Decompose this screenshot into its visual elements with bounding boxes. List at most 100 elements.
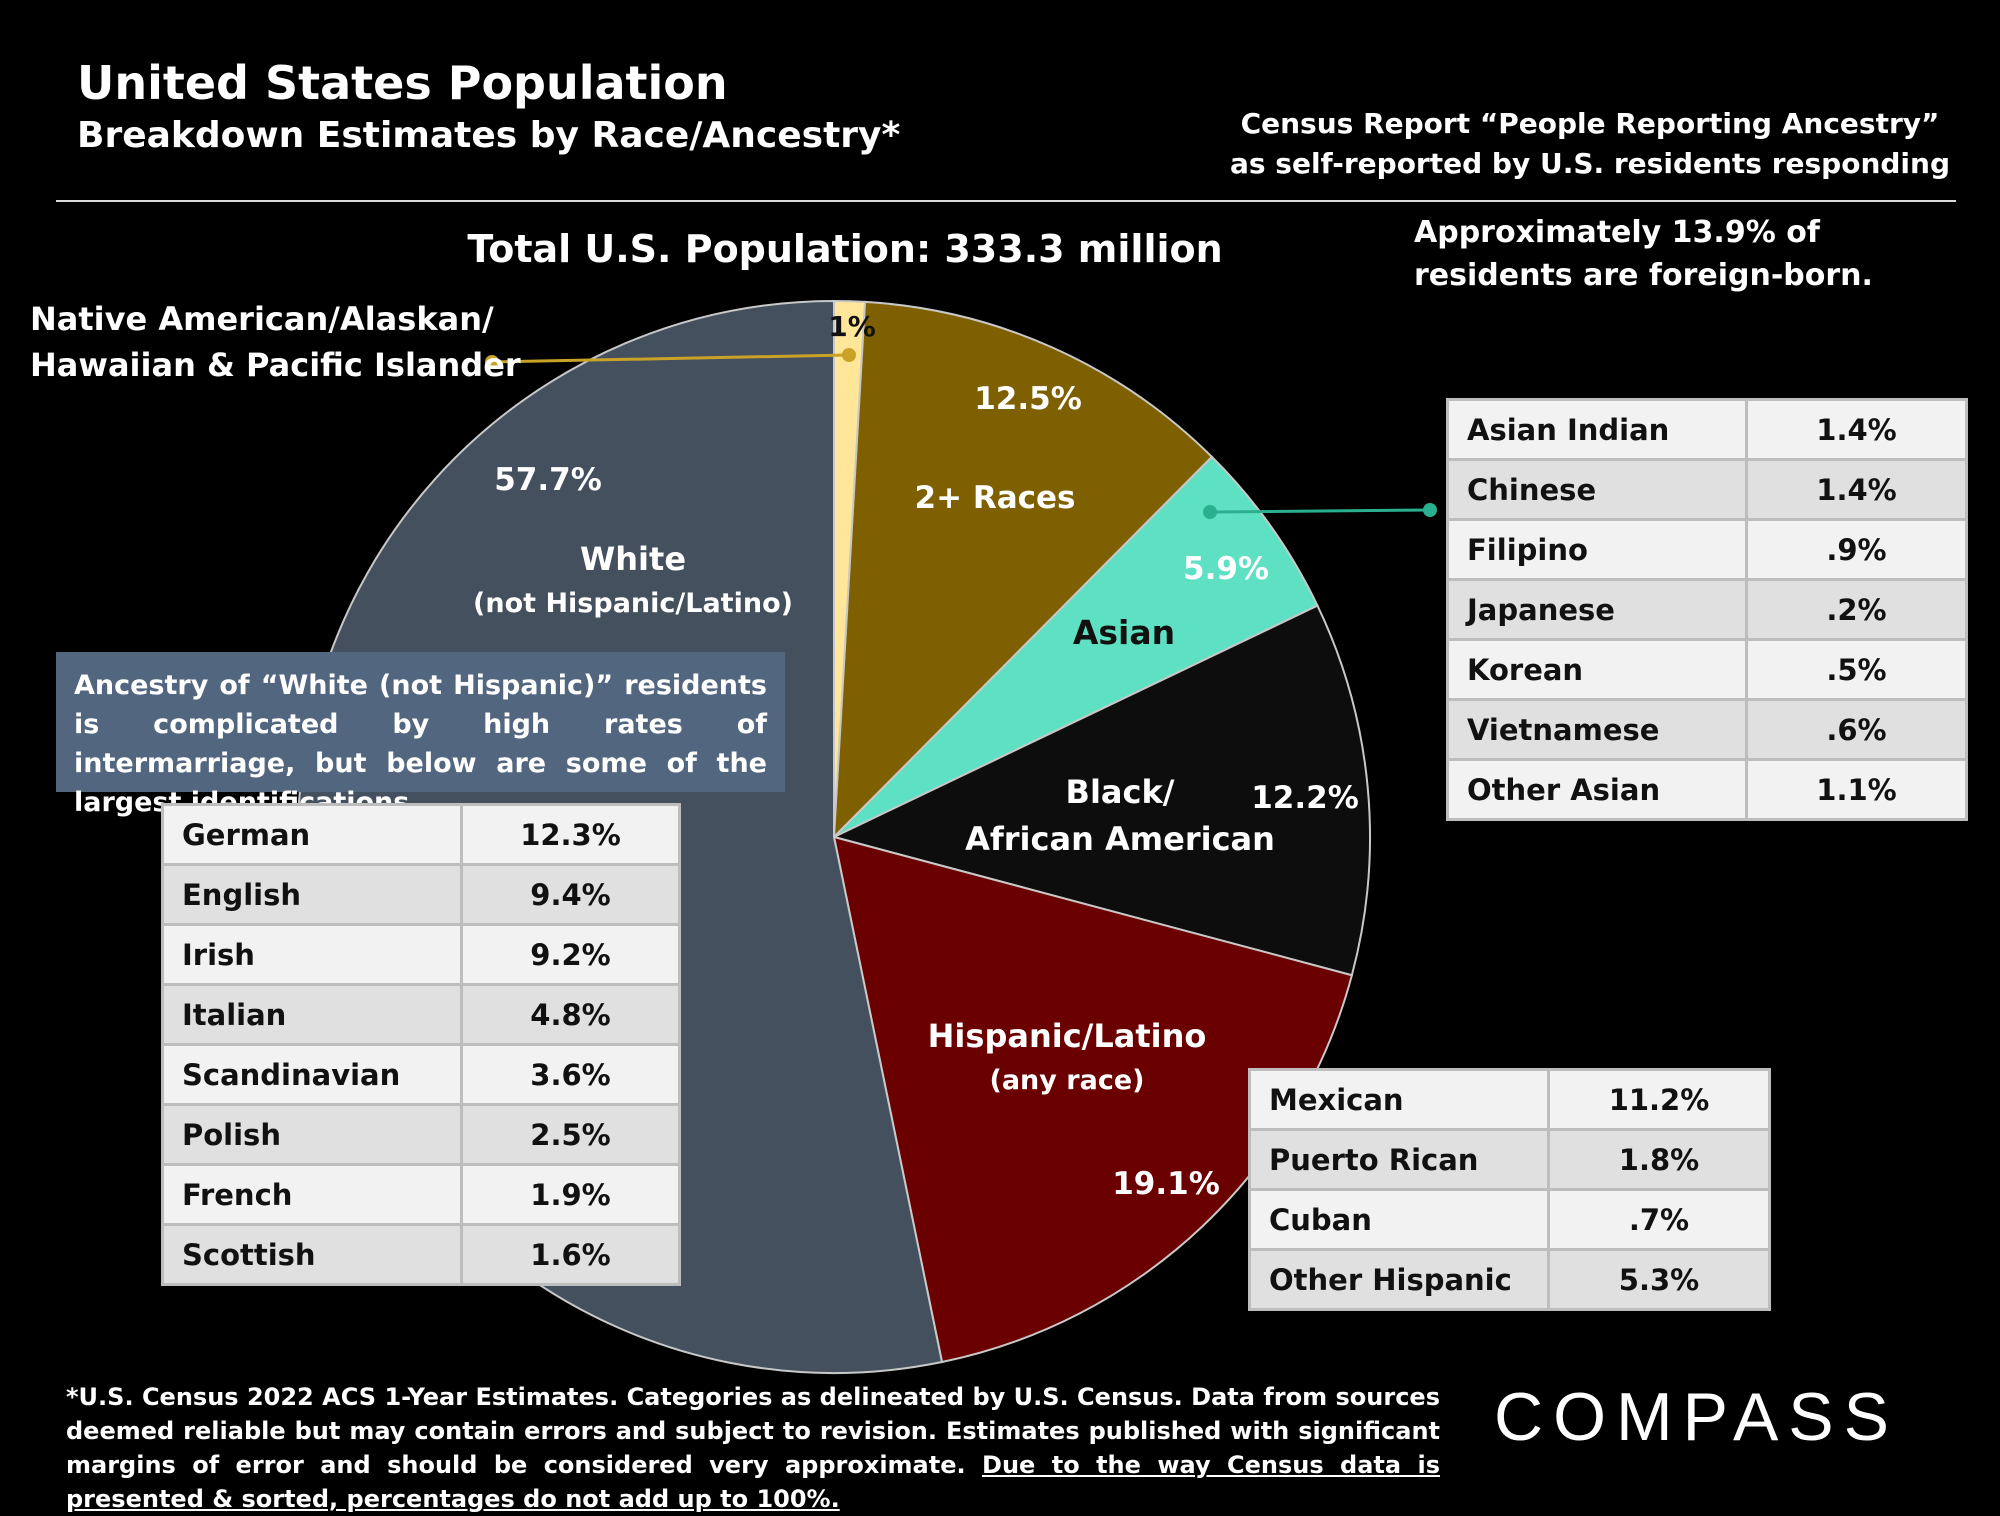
table-row: Other Asian 1.1%: [1446, 758, 1968, 821]
table-row: Puerto Rican 1.8%: [1248, 1128, 1771, 1191]
asian-group-name: Korean: [1446, 638, 1748, 701]
native-label-line-2: Hawaiian & Pacific Islander: [30, 346, 521, 384]
slice-label-white-name-2: (not Hispanic/Latino): [473, 588, 793, 619]
slice-label-two-plus-value: 12.5%: [974, 381, 1082, 417]
table-row: Filipino .9%: [1446, 518, 1968, 581]
table-row: French 1.9%: [161, 1163, 681, 1226]
table-row: Vietnamese .6%: [1446, 698, 1968, 761]
hispanic-group-value: 1.8%: [1547, 1128, 1771, 1191]
asian-group-value: 1.1%: [1745, 758, 1968, 821]
ancestry-name: English: [161, 863, 463, 926]
native-connector-dot: [485, 355, 499, 369]
ancestry-name: German: [161, 803, 463, 866]
pie-slice-black: [831, 604, 1371, 977]
asian-group-name: Filipino: [1446, 518, 1748, 581]
slice-label-black-name-1: Black/: [1066, 773, 1175, 811]
ancestry-value: 2.5%: [460, 1103, 681, 1166]
ancestry-name: Italian: [161, 983, 463, 1046]
ancestry-name: Irish: [161, 923, 463, 986]
ancestry-name: Scandinavian: [161, 1043, 463, 1106]
asian-group-name: Other Asian: [1446, 758, 1748, 821]
table-row: Chinese 1.4%: [1446, 458, 1968, 521]
foreign-note-line-1: Approximately 13.9% of: [1414, 215, 1820, 250]
slice-label-hispanic-value: 19.1%: [1112, 1166, 1220, 1202]
asian-connector-line: [1209, 508, 1431, 514]
native-connector-dot: [842, 348, 856, 362]
chart-title: Total U.S. Population: 333.3 million: [467, 227, 1222, 271]
hispanic-group-value: 5.3%: [1547, 1248, 1771, 1311]
hispanic-group-name: Mexican: [1248, 1068, 1550, 1131]
asian-group-value: .9%: [1745, 518, 1968, 581]
table-row: German 12.3%: [161, 803, 681, 866]
ancestry-value: 1.6%: [460, 1223, 681, 1286]
slice-label-black-name-2: African American: [965, 820, 1275, 858]
asian-group-value: 1.4%: [1745, 398, 1968, 461]
slice-label-asian-name: Asian: [1073, 613, 1175, 652]
asian-group-name: Vietnamese: [1446, 698, 1748, 761]
slice-label-hispanic-name-1: Hispanic/Latino: [928, 1017, 1207, 1055]
slice-label-white-name-1: White: [580, 540, 686, 578]
slice-label-black-value: 12.2%: [1251, 780, 1359, 816]
footnote-text: *U.S. Census 2022 ACS 1-Year Estimates. …: [66, 1383, 1440, 1479]
census-note-line-1: Census Report “People Reporting Ancestry…: [1240, 107, 1940, 140]
compass-logo: COMPASS: [1494, 1379, 1900, 1455]
slice-label-white-value: 57.7%: [494, 462, 602, 498]
header-divider: [56, 200, 1956, 202]
ancestry-value: 4.8%: [460, 983, 681, 1046]
slice-label-hispanic-name-2: (any race): [990, 1065, 1145, 1096]
asian-group-name: Japanese: [1446, 578, 1748, 641]
table-row: Asian Indian 1.4%: [1446, 398, 1968, 461]
page-subtitle: Breakdown Estimates by Race/Ancestry*: [77, 115, 901, 156]
table-row: Scottish 1.6%: [161, 1223, 681, 1286]
asian-group-name: Chinese: [1446, 458, 1748, 521]
asian-group-value: .6%: [1745, 698, 1968, 761]
hispanic-group-name: Puerto Rican: [1248, 1128, 1550, 1191]
ancestry-name: French: [161, 1163, 463, 1226]
white-ancestry-table: German 12.3% English 9.4% Irish 9.2% Italia…: [161, 803, 681, 1286]
table-row: Italian 4.8%: [161, 983, 681, 1046]
asian-breakdown-table: Asian Indian 1.4% Chinese 1.4% Filipino .9%…: [1446, 398, 1968, 821]
asian-connector-dot: [1423, 503, 1437, 517]
asian-connector-dot: [1203, 505, 1217, 519]
table-row: Cuban .7%: [1248, 1188, 1771, 1251]
pie-slice-hispanic: [832, 835, 1354, 1364]
pie-slice-two-plus-races: [832, 300, 1214, 840]
pie-slice-asian: [833, 455, 1319, 838]
foreign-note-line-2: residents are foreign-born.: [1414, 258, 1873, 293]
slice-label-native-value: 1%: [828, 310, 876, 343]
ancestry-value: 1.9%: [460, 1163, 681, 1226]
table-row: English 9.4%: [161, 863, 681, 926]
footnote: *U.S. Census 2022 ACS 1-Year Estimates. …: [66, 1380, 1440, 1516]
census-report-note: Census Report “People Reporting Ancestry…: [1220, 104, 1960, 184]
asian-group-value: 1.4%: [1745, 458, 1968, 521]
slice-label-asian-value: 5.9%: [1183, 551, 1269, 587]
page-title: United States Population: [77, 56, 728, 110]
table-row: Scandinavian 3.6%: [161, 1043, 681, 1106]
hispanic-group-value: 11.2%: [1547, 1068, 1771, 1131]
asian-group-value: .5%: [1745, 638, 1968, 701]
hispanic-breakdown-table: Mexican 11.2% Puerto Rican 1.8% Cuban .7% O…: [1248, 1068, 1771, 1311]
table-row: Korean .5%: [1446, 638, 1968, 701]
white-ancestry-note: Ancestry of “White (not Hispanic)” resid…: [56, 652, 785, 818]
ancestry-value: 9.2%: [460, 923, 681, 986]
ancestry-name: Polish: [161, 1103, 463, 1166]
ancestry-value: 12.3%: [460, 803, 681, 866]
asian-group-value: .2%: [1745, 578, 1968, 641]
native-american-label: Native American/Alaskan/ Hawaiian & Paci…: [30, 296, 521, 388]
table-row: Polish 2.5%: [161, 1103, 681, 1166]
ancestry-name: Scottish: [161, 1223, 463, 1286]
census-note-line-2: as self-reported by U.S. residents respo…: [1229, 147, 1950, 180]
native-connector-line: [491, 353, 850, 364]
ancestry-value: 3.6%: [460, 1043, 681, 1106]
table-row: Irish 9.2%: [161, 923, 681, 986]
ancestry-value: 9.4%: [460, 863, 681, 926]
asian-group-name: Asian Indian: [1446, 398, 1748, 461]
table-row: Mexican 11.2%: [1248, 1068, 1771, 1131]
hispanic-group-name: Cuban: [1248, 1188, 1550, 1251]
table-row: Japanese .2%: [1446, 578, 1968, 641]
foreign-born-note: Approximately 13.9% of residents are for…: [1414, 211, 1873, 297]
native-label-line-1: Native American/Alaskan/: [30, 300, 494, 338]
hispanic-group-name: Other Hispanic: [1248, 1248, 1550, 1311]
slice-label-two-plus-name: 2+ Races: [915, 480, 1076, 516]
table-row: Other Hispanic 5.3%: [1248, 1248, 1771, 1311]
